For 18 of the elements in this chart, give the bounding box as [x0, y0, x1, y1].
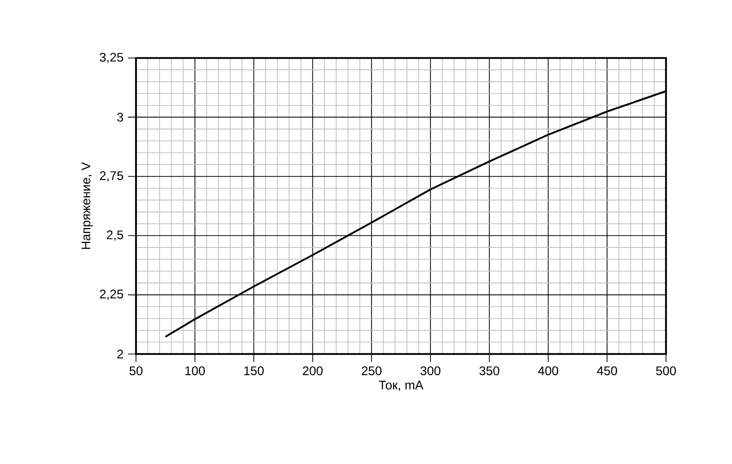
y-axis-title: Напряжение, V: [82, 162, 93, 249]
x-axis-title: Ток, mA: [378, 380, 424, 391]
y-tick-label: 2,25: [100, 290, 124, 300]
y-tick-label: 2,5: [106, 230, 124, 241]
y-tick-label: 3,25: [100, 52, 124, 64]
x-tick-label: 250: [362, 366, 382, 376]
y-tick-label: 3: [117, 112, 124, 122]
x-tick-label: 300: [420, 366, 440, 376]
x-tick-label: 200: [302, 366, 323, 376]
x-tick-label: 400: [538, 366, 558, 376]
x-tick-label: 500: [656, 366, 676, 376]
y-tick-label: 2,75: [100, 171, 124, 182]
y-tick-label: 2: [117, 350, 124, 358]
x-tick-label: 150: [244, 366, 264, 376]
x-tick-label: 50: [130, 366, 142, 376]
x-tick-label: 100: [185, 366, 205, 376]
x-tick-label: 350: [479, 366, 500, 376]
x-tick-label: 450: [596, 366, 618, 376]
